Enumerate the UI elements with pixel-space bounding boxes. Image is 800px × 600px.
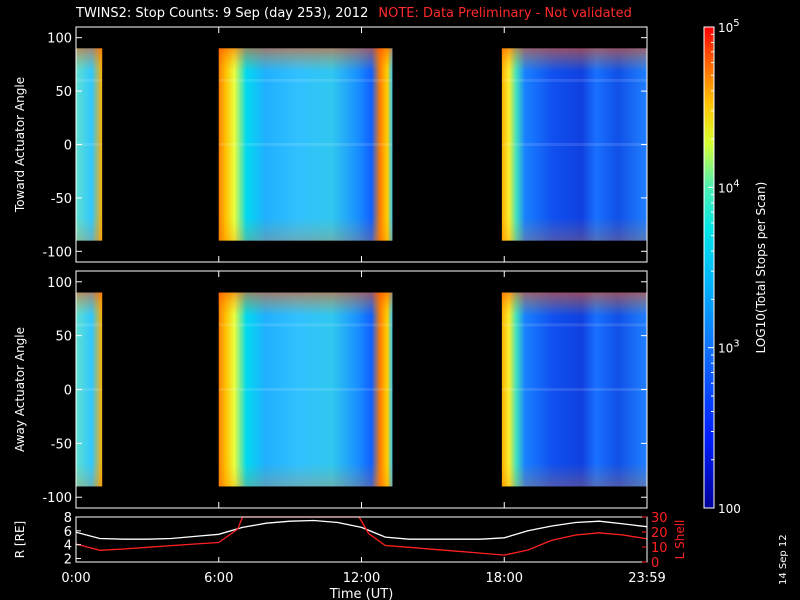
y-axis-label: Away Actuator Angle <box>13 327 27 452</box>
heatmap-stripe <box>76 323 103 327</box>
y-tick-label-right: 0 <box>651 556 659 571</box>
y-tick-label: -50 <box>51 437 72 452</box>
x-tick-label: 0:00 <box>61 571 90 586</box>
heatmap-block-shade <box>501 48 647 241</box>
colorbar-tick-label: 100 <box>718 502 741 516</box>
colorbar-gradient <box>704 27 714 508</box>
y-tick-label-right: 20 <box>651 526 668 541</box>
y-tick-label: 0 <box>64 384 72 399</box>
y-axis-label: Toward Actuator Angle <box>13 77 27 213</box>
series-line-l-shell <box>76 516 647 556</box>
colorbar: 105 104 103 100 LOG10(Total Stops per Scan) <box>703 18 768 516</box>
series-line-r <box>76 519 647 540</box>
heatmap-stripe <box>501 78 647 82</box>
heatmap-block-shade <box>501 292 647 487</box>
heatmap-stripe <box>218 143 393 146</box>
heatmap-panels: 100 50 0 -50 -100 Toward Actuator Angle 100 50 0… <box>13 26 648 509</box>
y-tick-label: -100 <box>42 491 72 506</box>
y-tick-label: 50 <box>55 85 72 100</box>
heatmap-stripe <box>76 388 103 391</box>
heatmap-block-shade <box>218 48 393 241</box>
y-tick-label: 50 <box>55 330 72 345</box>
y-tick-label-right: 10 <box>651 541 668 556</box>
heatmap-stripe <box>76 143 103 146</box>
heatmap-block-shade <box>218 292 393 487</box>
heatmap-stripe <box>501 143 647 146</box>
heatmap-stripe <box>501 323 647 327</box>
colorbar-label: LOG10(Total Stops per Scan) <box>754 182 768 354</box>
title-note: NOTE: Data Preliminary - Not validated <box>378 6 632 21</box>
y-tick-label: 0 <box>64 139 72 154</box>
y-tick-label: -100 <box>42 245 72 260</box>
chart-title: TWINS2: Stop Counts: 9 Sep (day 253), 20… <box>76 6 632 21</box>
orbit-frame <box>75 516 648 563</box>
y-tick-label: 100 <box>47 32 72 47</box>
x-tick-label: 23:59 <box>628 571 665 586</box>
date-stamp: 14 Sep 12 <box>778 534 789 585</box>
x-axis-label: Time (UT) <box>329 587 394 600</box>
y-tick-label-left: 4 <box>64 539 72 554</box>
heatmap-stripe <box>501 388 647 391</box>
y-tick-label: 100 <box>47 276 72 291</box>
heatmap-stripe <box>218 388 393 391</box>
colorbar-tick-label: 105 <box>718 18 740 35</box>
y-tick-label-left: 6 <box>64 525 72 540</box>
panel-away: 100 50 0 -50 -100 Away Actuator Angle <box>13 270 648 509</box>
y-tick-label: -50 <box>51 192 72 207</box>
x-tick-label: 6:00 <box>204 571 233 586</box>
x-tick-label: 18:00 <box>486 571 523 586</box>
panel-toward: 100 50 0 -50 -100 Toward Actuator Angle <box>13 26 648 263</box>
heatmap-stripe <box>218 323 393 327</box>
x-tick-label: 12:00 <box>343 571 380 586</box>
y-axis-label-left: R [RE] <box>13 521 27 558</box>
y-axis-label-right: L Shell <box>673 520 687 560</box>
colorbar-tick-label: 104 <box>718 178 740 195</box>
y-tick-label-right: 30 <box>651 511 668 526</box>
heatmap-stripe <box>218 78 393 82</box>
title-text: TWINS2: Stop Counts: 9 Sep (day 253), 20… <box>76 6 369 21</box>
colorbar-tick-label: 103 <box>718 339 740 356</box>
heatmap-stripe <box>76 78 103 82</box>
y-tick-label-left: 2 <box>64 553 72 568</box>
y-tick-label-left: 8 <box>64 511 72 526</box>
